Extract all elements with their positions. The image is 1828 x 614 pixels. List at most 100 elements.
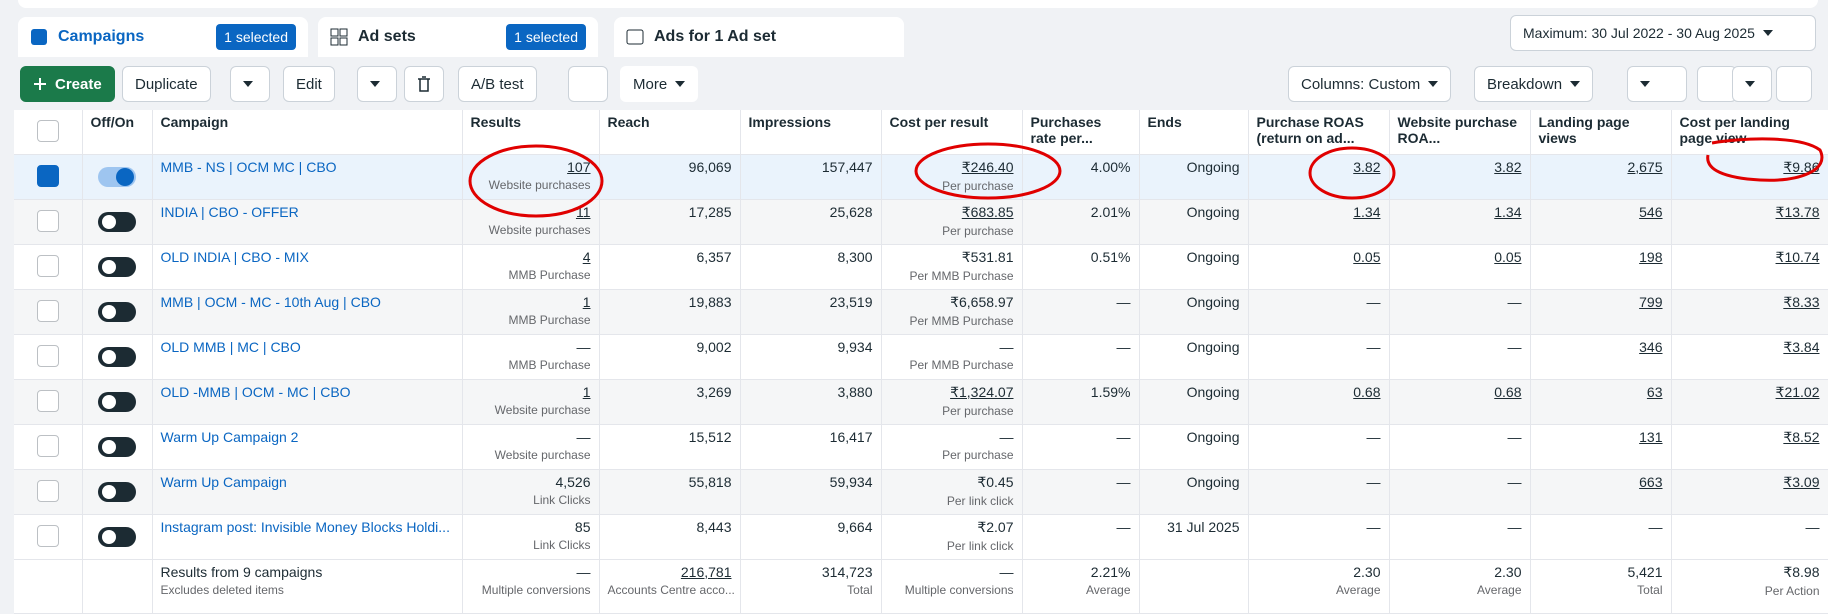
tab[interactable]: Campaigns 1 selected [18,17,308,57]
dropdown[interactable] [230,66,270,102]
header-cell[interactable]: Ends [1139,110,1249,155]
metric-value[interactable]: 4 [582,248,591,265]
report-button[interactable] [1627,66,1687,102]
header-cell[interactable]: Purchases rate per... [1022,110,1140,155]
metric-value[interactable]: 0.05 [1494,248,1522,265]
header-cell[interactable]: Reach [599,110,741,155]
metric-value[interactable]: 1.34 [1353,203,1381,220]
header-cell[interactable]: Website purchase ROA... [1389,110,1531,155]
metric-value[interactable]: 63 [1646,383,1663,400]
badge[interactable]: 1 selected [216,24,296,50]
tag-button[interactable] [568,66,608,102]
export-button[interactable] [1697,66,1737,102]
row-checkbox[interactable] [36,164,59,187]
row-checkbox[interactable] [36,254,59,277]
metric-value[interactable]: 0.68 [1353,383,1381,400]
row-checkbox[interactable] [36,479,59,502]
campaign-name[interactable]: Instagram post: Invisible Money Blocks H… [160,518,450,535]
on-off-toggle[interactable] [98,481,136,502]
on-off-toggle[interactable] [98,256,136,277]
on-off-toggle[interactable] [98,211,136,232]
metric-value[interactable]: ₹246.40 [961,158,1014,175]
tab[interactable]: Ads for 1 Ad set [614,17,904,57]
header-cell[interactable]: Cost per landing page view [1671,110,1828,155]
metric-value[interactable]: ₹10.74 [1775,248,1820,265]
metric-value[interactable]: ₹21.02 [1775,383,1820,400]
metric-value[interactable]: 3.82 [1353,158,1381,175]
duplicate-button[interactable]: Duplicate [122,66,211,102]
metric-value[interactable]: ₹13.78 [1775,203,1820,220]
ab-test-button[interactable]: A/B test [458,66,537,102]
metric-value[interactable]: 0.05 [1353,248,1381,265]
header-cell[interactable]: Purchase ROAS (return on ad... [1248,110,1390,155]
metric-value[interactable]: 131 [1639,428,1663,445]
on-off-toggle[interactable] [98,436,136,457]
metric-value[interactable]: 546 [1639,203,1663,220]
metric-value[interactable]: 1 [582,383,591,400]
row-checkbox[interactable] [36,389,59,412]
header-cell[interactable]: Campaign [152,110,463,155]
metric-value[interactable]: 663 [1639,473,1663,490]
header-cell[interactable]: Impressions [740,110,882,155]
chart-button[interactable] [1776,66,1812,102]
metric-value[interactable]: 107 [567,158,591,175]
header-cell[interactable]: Landing page views [1530,110,1672,155]
metric-value[interactable]: 2,675 [1627,158,1663,175]
metric-value[interactable]: 1 [582,293,591,310]
row-checkbox[interactable] [36,209,59,232]
campaign-name[interactable]: OLD MMB | MC | CBO [160,338,301,355]
select-all[interactable] [36,120,59,142]
row-checkbox[interactable] [36,344,59,367]
campaign-name[interactable]: MMB | OCM - MC - 10th Aug | CBO [160,293,381,310]
campaign-name[interactable]: INDIA | CBO - OFFER [160,203,299,220]
metric-value[interactable]: ₹9.86 [1783,158,1820,175]
metric-value[interactable]: 198 [1639,248,1663,265]
tab[interactable]: Ad sets 1 selected [318,17,598,57]
row-checkbox[interactable] [36,524,59,547]
metric-value[interactable]: ₹3.84 [1783,338,1820,355]
caret [370,81,380,87]
campaign-name[interactable]: MMB - NS | OCM MC | CBO [160,158,337,175]
date-picker[interactable]: Maximum: 30 Jul 2022 - 30 Aug 2025 [1510,15,1816,51]
breakdown-button[interactable]: Breakdown [1474,66,1594,102]
campaign-name[interactable]: OLD INDIA | CBO - MIX [160,248,309,265]
columns-button[interactable]: Columns: Custom [1288,66,1452,102]
metric-value[interactable]: 0.68 [1494,383,1522,400]
on-off-toggle[interactable] [98,346,136,367]
metric-value[interactable]: 346 [1639,338,1663,355]
metric-value[interactable]: 11 [575,203,591,220]
metric-value[interactable]: 1.34 [1494,203,1522,220]
row-checkbox[interactable] [36,434,59,457]
campaign-name[interactable]: Warm Up Campaign [160,473,287,490]
metric-value[interactable]: ₹8.52 [1783,428,1820,445]
on-off-toggle[interactable] [98,391,136,412]
metric-value[interactable]: ₹3.09 [1783,473,1820,490]
on-off-toggle[interactable] [98,526,136,547]
edit-button[interactable]: Edit [283,66,335,102]
metric-value[interactable]: 3.82 [1494,158,1522,175]
more-button[interactable]: More [620,66,699,102]
metric-value[interactable]: ₹1,324.07 [950,383,1014,400]
campaign-name[interactable]: Warm Up Campaign 2 [160,428,299,445]
on-off-toggle[interactable] [98,301,136,322]
on-off-toggle[interactable] [98,166,136,187]
metric-value[interactable]: 799 [1639,293,1663,310]
label: Create [55,75,102,93]
metric-value[interactable]: — [576,338,591,355]
dropdown[interactable] [1732,66,1772,102]
metric-cell: 19,883 [599,289,741,335]
metric-value: Ongoing [1186,338,1240,355]
create-button[interactable]: Create [20,66,115,102]
badge[interactable]: 1 selected [506,24,586,50]
delete-button[interactable] [404,66,444,102]
metric-value[interactable]: ₹683.85 [961,203,1014,220]
header-cell[interactable]: Results [462,110,600,155]
header-cell[interactable]: Cost per result [881,110,1023,155]
metric-cell: ₹683.85 Per purchase [881,199,1023,245]
summary-cell [82,559,153,614]
header-cell[interactable]: Off/On [82,110,153,155]
metric-value[interactable]: ₹8.33 [1783,293,1820,310]
campaign-name[interactable]: OLD -MMB | OCM - MC | CBO [160,383,351,400]
row-checkbox[interactable] [36,299,59,322]
dropdown[interactable] [357,66,397,102]
